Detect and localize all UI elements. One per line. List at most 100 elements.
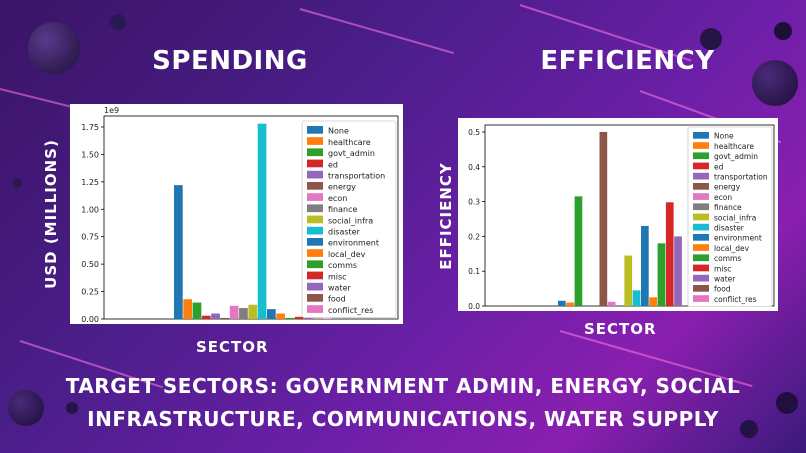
spending-legend-swatch-comms bbox=[307, 260, 323, 269]
efficiency-legend-swatch-disaster bbox=[693, 223, 709, 231]
spending-legend-swatch-water bbox=[307, 282, 323, 291]
spending-x-axis-label: SECTOR bbox=[196, 338, 269, 356]
spending-ytick-label: 0.25 bbox=[81, 288, 99, 297]
decor-circle-10 bbox=[12, 178, 22, 188]
efficiency-legend-label-None: None bbox=[714, 132, 734, 141]
caption-line-2: INFRASTRUCTURE, COMMUNICATIONS, WATER SU… bbox=[87, 407, 719, 431]
spending-scale-label: 1e9 bbox=[104, 106, 119, 115]
efficiency-ytick-label: 0.1 bbox=[468, 267, 480, 276]
spending-legend-swatch-social_infra bbox=[307, 215, 323, 224]
spending-bar-disaster bbox=[257, 123, 267, 319]
efficiency-legend-swatch-econ bbox=[693, 193, 709, 200]
spending-bar-misc bbox=[294, 316, 304, 319]
efficiency-ytick-label: 0.5 bbox=[468, 128, 480, 137]
efficiency-legend-swatch-social_infra bbox=[693, 213, 709, 221]
efficiency-legend-swatch-energy bbox=[693, 183, 709, 190]
spending-bar-food bbox=[313, 318, 323, 319]
spending-legend-swatch-energy bbox=[307, 182, 323, 190]
efficiency-legend-label-comms: comms bbox=[714, 254, 741, 263]
spending-legend-swatch-finance bbox=[307, 204, 323, 213]
decor-circle-1 bbox=[28, 22, 80, 74]
efficiency-legend-box bbox=[687, 126, 773, 307]
efficiency-chart-panel: 0.0 0.1 0.2 0.3 0.4 0.5 None healthcare govt_adm… bbox=[458, 118, 778, 311]
efficiency-legend-swatch-local_dev bbox=[693, 244, 709, 251]
spending-bar-conflict_res bbox=[322, 318, 332, 319]
spending-bar-water bbox=[304, 317, 313, 319]
spending-bar-econ bbox=[229, 305, 239, 319]
efficiency-bar-disaster bbox=[632, 290, 641, 306]
spending-legend-swatch-conflict_res bbox=[307, 305, 323, 313]
spending-ytick-label: 1.25 bbox=[81, 178, 99, 187]
spending-legend-swatch-local_dev bbox=[307, 249, 323, 257]
decor-stripe-2 bbox=[299, 8, 455, 55]
efficiency-legend-swatch-govt_admin bbox=[693, 152, 709, 160]
efficiency-legend-label-environment: environment bbox=[714, 234, 762, 243]
spending-legend-label-disaster: disaster bbox=[328, 228, 361, 237]
decor-circle-8 bbox=[740, 420, 758, 438]
efficiency-legend-label-food: food bbox=[714, 285, 731, 294]
spending-bar-finance bbox=[239, 308, 248, 319]
spending-legend-swatch-econ bbox=[307, 193, 323, 201]
spending-legend-swatch-disaster bbox=[307, 226, 323, 235]
spending-bar-energy bbox=[220, 317, 230, 319]
spending-heading: SPENDING bbox=[152, 46, 308, 76]
efficiency-legend-swatch-comms bbox=[693, 254, 709, 262]
efficiency-legend-label-water: water bbox=[714, 275, 736, 284]
efficiency-ytick-label: 0.2 bbox=[468, 232, 480, 241]
efficiency-bar-water bbox=[674, 236, 682, 306]
spending-ytick-label: 1.50 bbox=[81, 150, 99, 159]
spending-bar-comms bbox=[285, 317, 295, 319]
spending-y-axis-label: USD (MILLIONS) bbox=[42, 139, 60, 289]
spending-chart-panel: 0.00 0.25 0.50 0.75 1.00 1.25 1.50 1.75 1e9 None h… bbox=[70, 104, 403, 324]
spending-legend-swatch-environment bbox=[307, 238, 323, 246]
spending-legend-swatch-healthcare bbox=[307, 137, 323, 145]
efficiency-legend-label-social_infra: social_infra bbox=[714, 213, 756, 222]
efficiency-bar-comms bbox=[657, 243, 666, 306]
spending-legend-label-food: food bbox=[328, 295, 346, 304]
efficiency-legend-swatch-ed bbox=[693, 162, 709, 170]
efficiency-x-axis-label: SECTOR bbox=[584, 320, 657, 338]
efficiency-legend-swatch-None bbox=[693, 132, 709, 139]
spending-legend-label-econ: econ bbox=[328, 194, 347, 203]
efficiency-legend-label-local_dev: local_dev bbox=[714, 244, 750, 253]
efficiency-bar-local_dev bbox=[649, 297, 657, 306]
efficiency-bar-energy bbox=[599, 131, 608, 306]
spending-ytick-label: 0.00 bbox=[81, 315, 99, 324]
spending-legend-label-social_infra: social_infra bbox=[328, 216, 373, 225]
decor-circle-6 bbox=[8, 390, 44, 426]
efficiency-legend-swatch-environment bbox=[693, 234, 709, 241]
spending-legend-label-healthcare: healthcare bbox=[328, 138, 371, 147]
spending-legend-swatch-govt_admin bbox=[307, 148, 323, 157]
spending-bar-local_dev bbox=[276, 313, 285, 319]
efficiency-ytick-label: 0.3 bbox=[468, 198, 480, 207]
spending-legend-label-None: None bbox=[328, 127, 349, 136]
spending-legend-swatch-food bbox=[307, 294, 323, 302]
spending-legend-label-water: water bbox=[328, 284, 352, 293]
decor-circle-2 bbox=[110, 14, 126, 30]
efficiency-y-axis-label: EFFICIENCY bbox=[437, 162, 455, 270]
decor-circle-5 bbox=[752, 60, 798, 106]
spending-legend-label-misc: misc bbox=[328, 272, 347, 281]
spending-legend-label-conflict_res: conflict_res bbox=[328, 306, 373, 315]
efficiency-bar-govt_admin bbox=[574, 196, 583, 306]
spending-legend-label-govt_admin: govt_admin bbox=[328, 149, 375, 158]
spending-legend-label-environment: environment bbox=[328, 239, 379, 248]
spending-bar-None bbox=[174, 185, 183, 319]
efficiency-legend-label-energy: energy bbox=[714, 183, 741, 192]
spending-ytick-label: 0.50 bbox=[81, 260, 99, 269]
target-sectors-caption: TARGET SECTORS: GOVERNMENT ADMIN, ENERGY… bbox=[0, 370, 806, 436]
decor-circle-3 bbox=[700, 28, 722, 50]
efficiency-legend-label-misc: misc bbox=[714, 264, 731, 273]
spending-legend-box bbox=[301, 120, 397, 318]
spending-bar-healthcare bbox=[183, 299, 192, 319]
efficiency-legend-label-healthcare: healthcare bbox=[714, 142, 754, 151]
spending-legend-label-local_dev: local_dev bbox=[328, 250, 366, 259]
efficiency-legend-swatch-water bbox=[693, 274, 709, 282]
efficiency-bar-econ bbox=[607, 301, 616, 306]
efficiency-legend-swatch-healthcare bbox=[693, 142, 709, 149]
efficiency-legend-swatch-conflict_res bbox=[693, 295, 709, 302]
efficiency-legend-label-ed: ed bbox=[714, 162, 724, 171]
efficiency-heading: EFFICIENCY bbox=[540, 46, 715, 76]
decor-circle-9 bbox=[776, 392, 798, 414]
spending-legend-swatch-None bbox=[307, 126, 323, 134]
